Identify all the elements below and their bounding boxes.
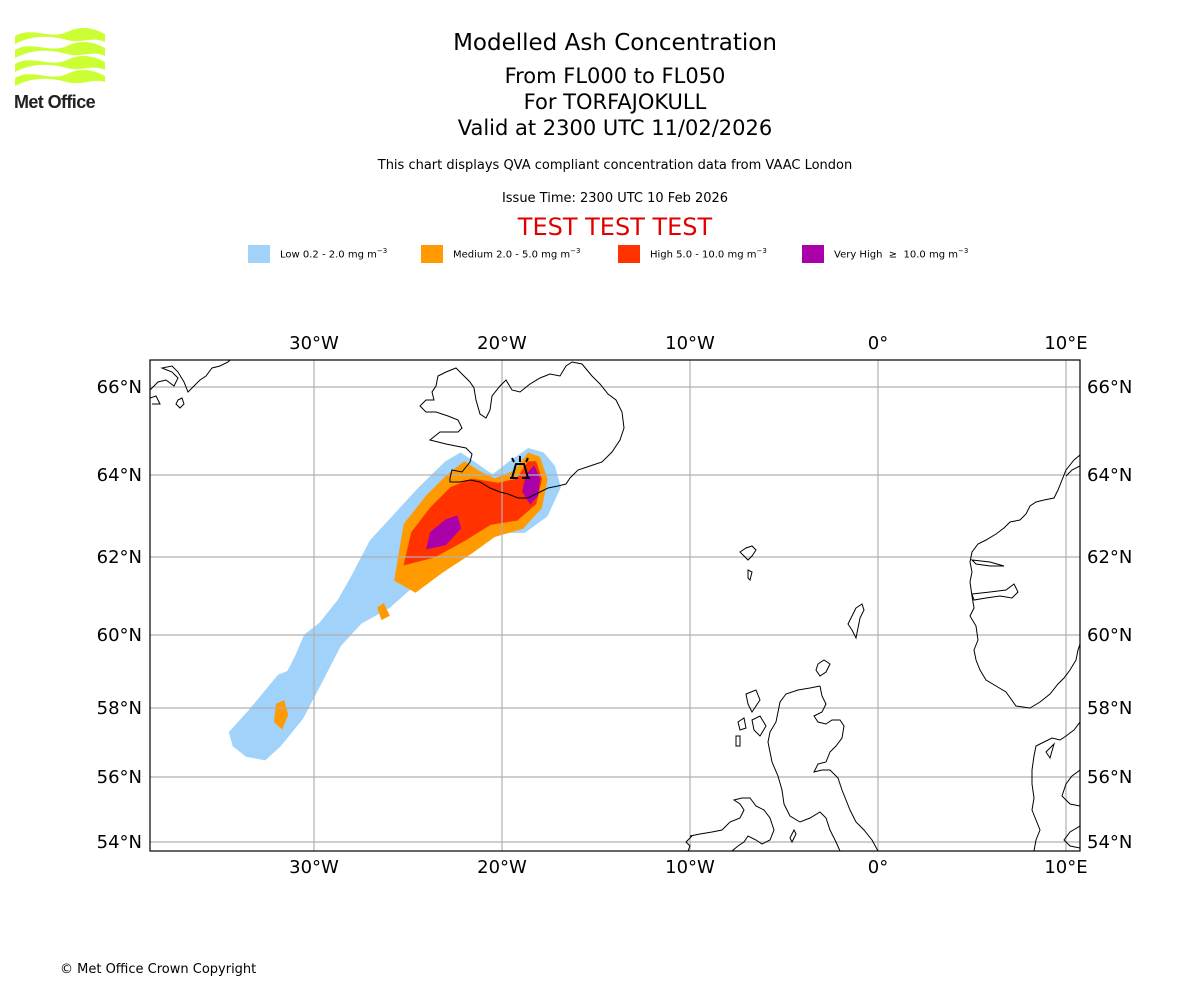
chart-title: Modelled Ash Concentration (453, 30, 777, 56)
coastline-hebrides (735, 689, 767, 747)
legend-item-high: High 5.0 - 10.0 mg m−3 (618, 244, 767, 264)
coastlines (150, 360, 1080, 851)
y-tick-label-left: 66°N (97, 377, 142, 398)
legend-swatch-medium (421, 245, 443, 263)
y-tick-label-left: 54°N (97, 832, 142, 853)
coastline-iceland (419, 361, 625, 499)
legend-label-high: High 5.0 - 10.0 mg m−3 (650, 247, 767, 261)
y-tick-label-right: 66°N (1087, 377, 1132, 398)
legend-swatch-high (618, 245, 640, 263)
legend-label-very-high: Very High ≥ 10.0 mg m−3 (834, 247, 969, 261)
legend-item-medium: Medium 2.0 - 5.0 mg m−3 (421, 244, 580, 264)
x-tick-label-bottom: 10°W (665, 857, 715, 878)
ash-region-very-high (426, 515, 462, 550)
x-tick-label-top: 10°W (665, 333, 715, 354)
x-tick-label-top: 10°E (1044, 333, 1087, 354)
x-tick-label-top: 0° (868, 333, 888, 354)
coastline-scotland (767, 685, 879, 851)
flight-level-range: From FL000 to FL050 (504, 64, 726, 88)
gridlines (150, 360, 1080, 851)
y-tick-label-left: 56°N (97, 767, 142, 788)
coastline-shetland (847, 603, 865, 640)
volcano-name: For TORFAJOKULL (523, 90, 707, 114)
axis-tick-labels: 30°W 30°W 20°W 20°W 10°W 10°W 0° 0° 10°E 10°E 66°N… (97, 333, 1133, 878)
coastline-norway-north (1065, 465, 1080, 477)
copyright-notice: © Met Office Crown Copyright (60, 962, 257, 977)
coastline-denmark (1031, 721, 1080, 851)
x-tick-label-bottom: 20°W (477, 857, 527, 878)
coastline-orkney (815, 659, 831, 677)
x-tick-label-bottom: 0° (868, 857, 888, 878)
coastline-faroe (739, 545, 757, 581)
coastline-norway (969, 454, 1080, 709)
logo-text: Met Office (14, 92, 96, 112)
x-tick-label-bottom: 30°W (289, 857, 339, 878)
legend-swatch-very-high (802, 245, 824, 263)
y-tick-label-right: 62°N (1087, 547, 1132, 568)
y-tick-label-left: 60°N (97, 625, 142, 646)
map-frame (149, 359, 1081, 852)
y-tick-label-right: 54°N (1087, 832, 1132, 853)
x-tick-label-top: 20°W (477, 333, 527, 354)
coastline-greenland (150, 360, 231, 393)
y-tick-label-left: 62°N (97, 547, 142, 568)
coastline-greenland-island (175, 397, 185, 409)
legend-label-medium: Medium 2.0 - 5.0 mg m−3 (453, 247, 581, 261)
ash-region-medium (377, 603, 390, 621)
legend-item-low: Low 0.2 - 2.0 mg m−3 (248, 244, 387, 264)
y-tick-label-right: 64°N (1087, 465, 1132, 486)
met-office-logo-icon (15, 28, 105, 86)
x-tick-label-top: 30°W (289, 333, 339, 354)
y-tick-label-right: 56°N (1087, 767, 1132, 788)
coastline-isle-of-man (789, 828, 797, 844)
y-tick-label-left: 64°N (97, 465, 142, 486)
legend-label-low: Low 0.2 - 2.0 mg m−3 (280, 247, 388, 261)
x-tick-label-bottom: 10°E (1044, 857, 1087, 878)
y-tick-label-right: 58°N (1087, 698, 1132, 719)
y-tick-label-left: 58°N (97, 698, 142, 719)
coastline-denmark-inlet (1045, 742, 1056, 760)
coastline-greenland-2 (150, 395, 161, 405)
valid-time: Valid at 2300 UTC 11/02/2026 (457, 116, 773, 140)
volcano-marker-icon (510, 456, 530, 479)
test-banner: TEST TEST TEST (517, 213, 713, 241)
chart-description: This chart displays QVA compliant concen… (377, 158, 853, 173)
coastline-norway-fjord (970, 559, 1019, 601)
legend-swatch-low (248, 245, 270, 263)
y-tick-label-right: 60°N (1087, 625, 1132, 646)
legend-item-very-high: Very High ≥ 10.0 mg m−3 (802, 244, 968, 264)
issue-time: Issue Time: 2300 UTC 10 Feb 2026 (501, 191, 729, 206)
coastline-ireland (685, 797, 775, 851)
